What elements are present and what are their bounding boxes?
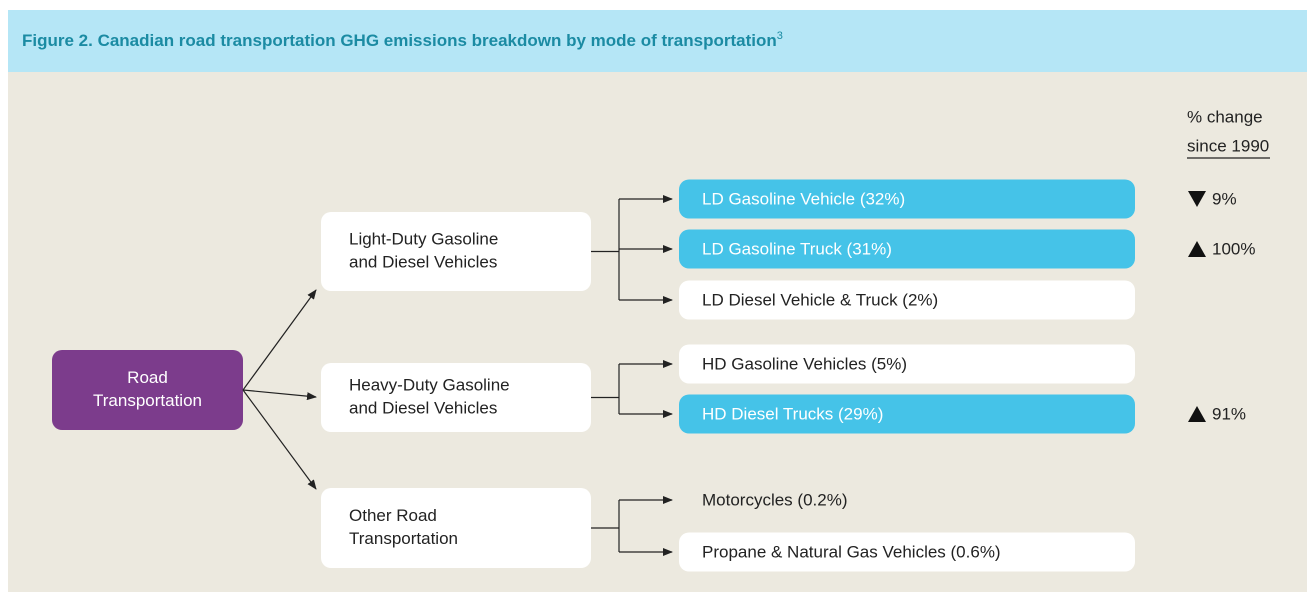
root-node xyxy=(52,350,243,430)
leaf-node xyxy=(679,229,1135,269)
change-label: 100% xyxy=(1212,239,1255,258)
leaf-node xyxy=(679,532,1135,572)
node-label: Transportation xyxy=(93,391,202,410)
node-label: and Diesel Vehicles xyxy=(349,398,497,417)
leaf-label: LD Diesel Vehicle & Truck (2%) xyxy=(702,290,938,309)
node-label: Light-Duty Gasoline xyxy=(349,229,498,248)
leaf-label: Propane & Natural Gas Vehicles (0.6%) xyxy=(702,542,1001,561)
column-header: since 1990 xyxy=(1187,136,1269,155)
leaf-label: LD Gasoline Vehicle (32%) xyxy=(702,189,905,208)
leaf-node xyxy=(679,280,1135,320)
change-label: 9% xyxy=(1212,189,1237,208)
node-label: and Diesel Vehicles xyxy=(349,252,497,271)
body-panel xyxy=(8,72,1307,592)
title-text: Figure 2. Canadian road transportation G… xyxy=(22,31,777,50)
leaf-label: LD Gasoline Truck (31%) xyxy=(702,239,892,258)
change-up-icon xyxy=(1188,406,1206,422)
change-label: 91% xyxy=(1212,404,1246,423)
group-node xyxy=(321,212,591,291)
leaf-label: HD Gasoline Vehicles (5%) xyxy=(702,354,907,373)
title-note: 3 xyxy=(777,30,783,42)
header-band xyxy=(8,10,1307,72)
node-label: Transportation xyxy=(349,529,458,548)
arrow xyxy=(242,389,317,401)
group-node xyxy=(321,363,591,432)
leaf-node xyxy=(679,344,1135,384)
node-label: Other Road xyxy=(349,506,437,525)
leaf-label: Motorcycles (0.2%) xyxy=(702,490,847,509)
figure-title: Figure 2. Canadian road transportation G… xyxy=(22,30,783,51)
node-label: Road xyxy=(127,368,168,387)
change-down-icon xyxy=(1188,191,1206,207)
column-header: % change xyxy=(1187,107,1263,126)
node-label: Heavy-Duty Gasoline xyxy=(349,375,510,394)
group-node xyxy=(321,488,591,568)
arrow xyxy=(242,389,317,490)
change-up-icon xyxy=(1188,241,1206,257)
leaf-label: HD Diesel Trucks (29%) xyxy=(702,404,883,423)
leaf-node xyxy=(679,179,1135,219)
arrow xyxy=(242,289,317,391)
leaf-node xyxy=(679,394,1135,434)
